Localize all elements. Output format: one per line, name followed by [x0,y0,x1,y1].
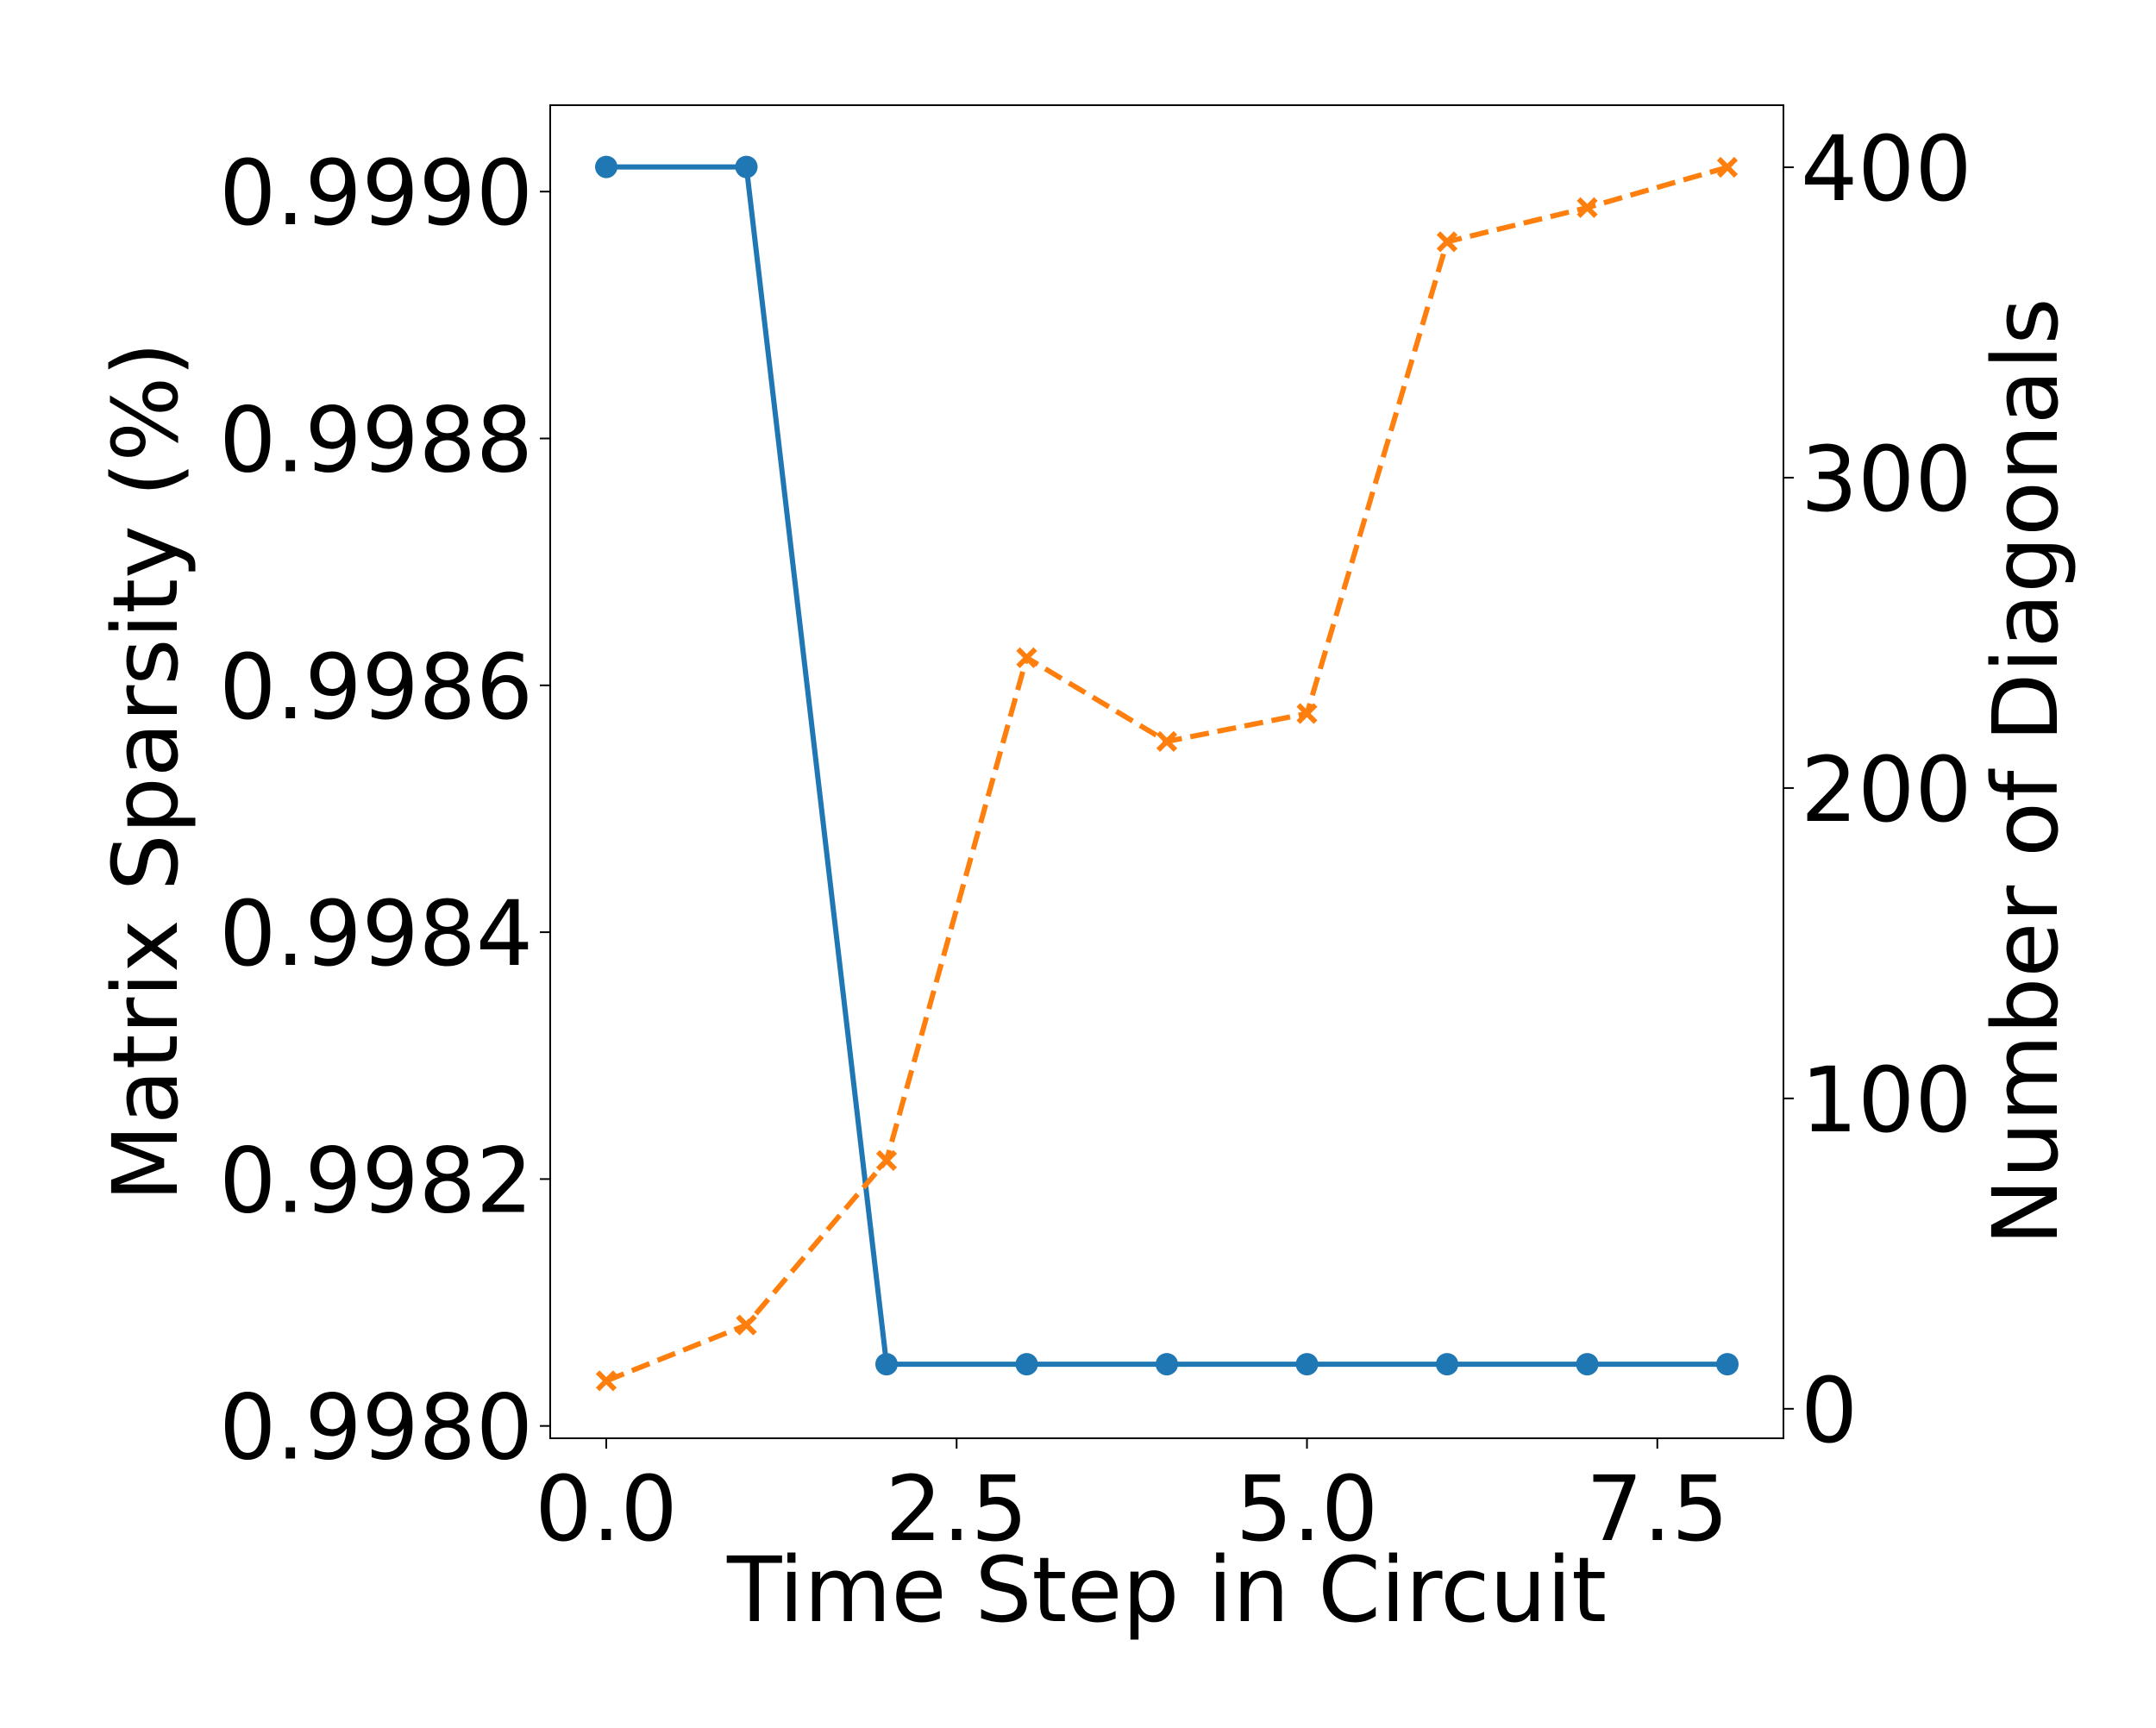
x-tick-label: 2.5 [886,1456,1028,1562]
right-y-tick-label: 200 [1801,737,1972,842]
series-1-point [1436,1353,1458,1376]
right-y-tick-label: 300 [1801,427,1972,532]
x-tick-label: 5.0 [1236,1456,1378,1562]
left-y-tick-label: 0.9984 [219,881,533,986]
series-1-point [595,155,617,178]
x-tick-label: 0.0 [535,1456,677,1562]
series-layer [595,155,1739,1392]
left-y-tick-label: 0.9986 [219,635,533,740]
x-axis-label: Time Step in Circuit [726,1537,1607,1643]
series-1-line [606,164,1727,1368]
series-1-point [875,1353,898,1376]
series-1 [595,155,1739,1376]
series-2-point [875,1149,898,1171]
right-y-axis-label: Number of Diagonals [1973,297,2078,1245]
series-2-point [736,1314,757,1336]
series-2-point [1436,231,1458,253]
right-y-tick-label: 100 [1801,1048,1972,1153]
series-2-point [1716,156,1739,178]
series-2-point [1296,703,1318,724]
series-2-line [605,165,1728,1384]
series-2-point [1016,647,1037,668]
left-y-tick-label: 0.9982 [219,1128,533,1233]
left-y-tick-label: 0.9988 [219,388,533,493]
x-tick-label: 7.5 [1586,1456,1728,1562]
right-y-tick-label: 400 [1801,116,1972,222]
right-y-tick-label: 0 [1801,1358,1858,1463]
series-1-point [1295,1353,1319,1376]
series-1-point [1015,1353,1038,1376]
series-1-point [735,155,758,178]
series-2-point [595,1370,617,1392]
left-y-tick-label: 0.9990 [219,141,533,246]
left-y-axis-label: Matrix Sparsity (%) [93,341,198,1201]
series-2-point [1156,730,1178,753]
series-1-point [1716,1353,1739,1376]
series-1-point [1156,1353,1178,1376]
series-2 [595,156,1739,1392]
plot-frame [549,104,1784,1439]
left-y-tick-label: 0.9980 [219,1375,533,1481]
series-2-point [1576,197,1598,218]
series-1-point [1576,1353,1599,1376]
axes: 0.0 2.5 5.0 7.5 0.9980 0.9982 0.9984 0.9986 0.99… [219,104,1972,1562]
